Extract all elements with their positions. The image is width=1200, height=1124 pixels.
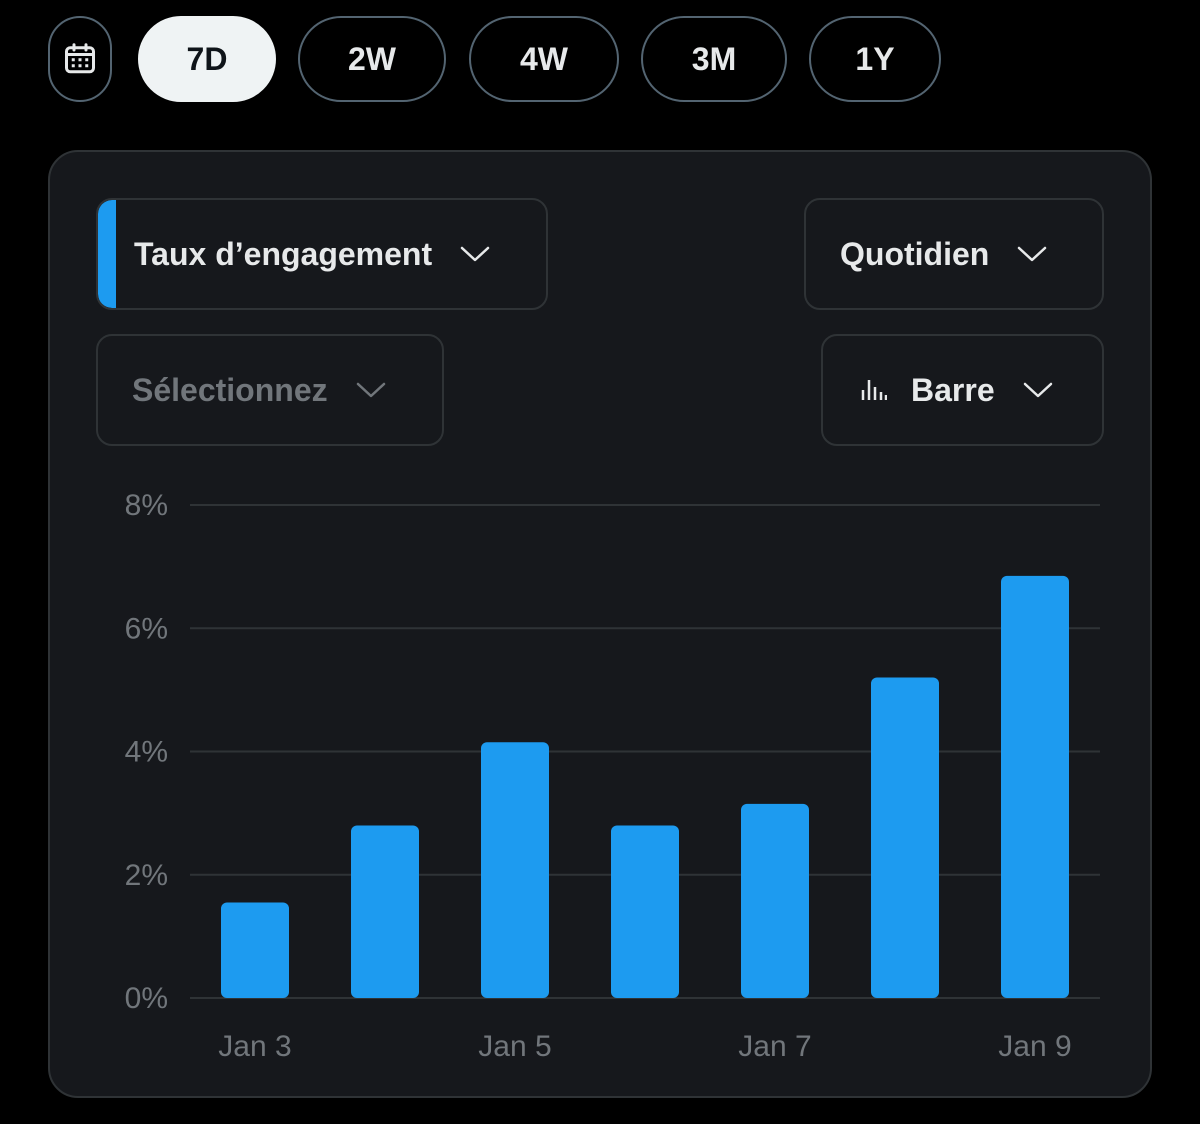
bar-chart-icon (861, 380, 887, 400)
x-tick-label: Jan 9 (998, 1030, 1071, 1063)
chart-type-dropdown[interactable]: Barre (821, 334, 1104, 446)
chevron-down-icon (356, 382, 385, 398)
range-4w-button[interactable]: 4W (469, 16, 619, 102)
chevron-down-icon (1018, 246, 1047, 262)
y-tick-label: 2% (125, 859, 168, 892)
calendar-icon (65, 43, 95, 74)
calendar-button[interactable] (48, 16, 112, 102)
interval-dropdown[interactable]: Quotidien (804, 198, 1104, 310)
x-tick-label: Jan 5 (478, 1030, 551, 1063)
bar[interactable] (741, 803, 809, 998)
y-tick-label: 6% (125, 612, 168, 645)
metric-dropdown[interactable]: Taux d’engagement (96, 198, 548, 310)
bar[interactable] (1001, 575, 1069, 998)
metric-color-indicator (98, 200, 116, 308)
chart-card: Taux d’engagement Quotidien Sélectionnez… (48, 150, 1152, 1098)
bar[interactable] (221, 902, 289, 998)
compare-placeholder: Sélectionnez (132, 371, 328, 408)
bar[interactable] (611, 825, 679, 998)
range-2w-button[interactable]: 2W (298, 16, 446, 102)
metric-label: Taux d’engagement (134, 235, 433, 272)
y-tick-label: 4% (125, 736, 168, 769)
range-7d-button[interactable]: 7D (138, 16, 276, 102)
x-tick-label: Jan 3 (218, 1030, 291, 1063)
range-1y-button[interactable]: 1Y (809, 16, 941, 102)
range-3m-button[interactable]: 3M (641, 16, 787, 102)
y-tick-label: 0% (125, 982, 168, 1015)
bar[interactable] (481, 742, 549, 998)
chevron-down-icon (1023, 382, 1052, 398)
bar[interactable] (871, 677, 939, 998)
engagement-bar-chart: 0% 2% 4% 6% 8% Jan 3 Jan 5 Jan 7 Jan 9 (125, 489, 1100, 1063)
chevron-down-icon (460, 246, 490, 262)
bar[interactable] (351, 825, 419, 998)
interval-label: Quotidien (840, 235, 990, 272)
x-tick-label: Jan 7 (738, 1030, 811, 1063)
chart-type-label: Barre (911, 371, 995, 408)
compare-metric-dropdown[interactable]: Sélectionnez (96, 334, 444, 446)
y-tick-label: 8% (125, 489, 168, 522)
